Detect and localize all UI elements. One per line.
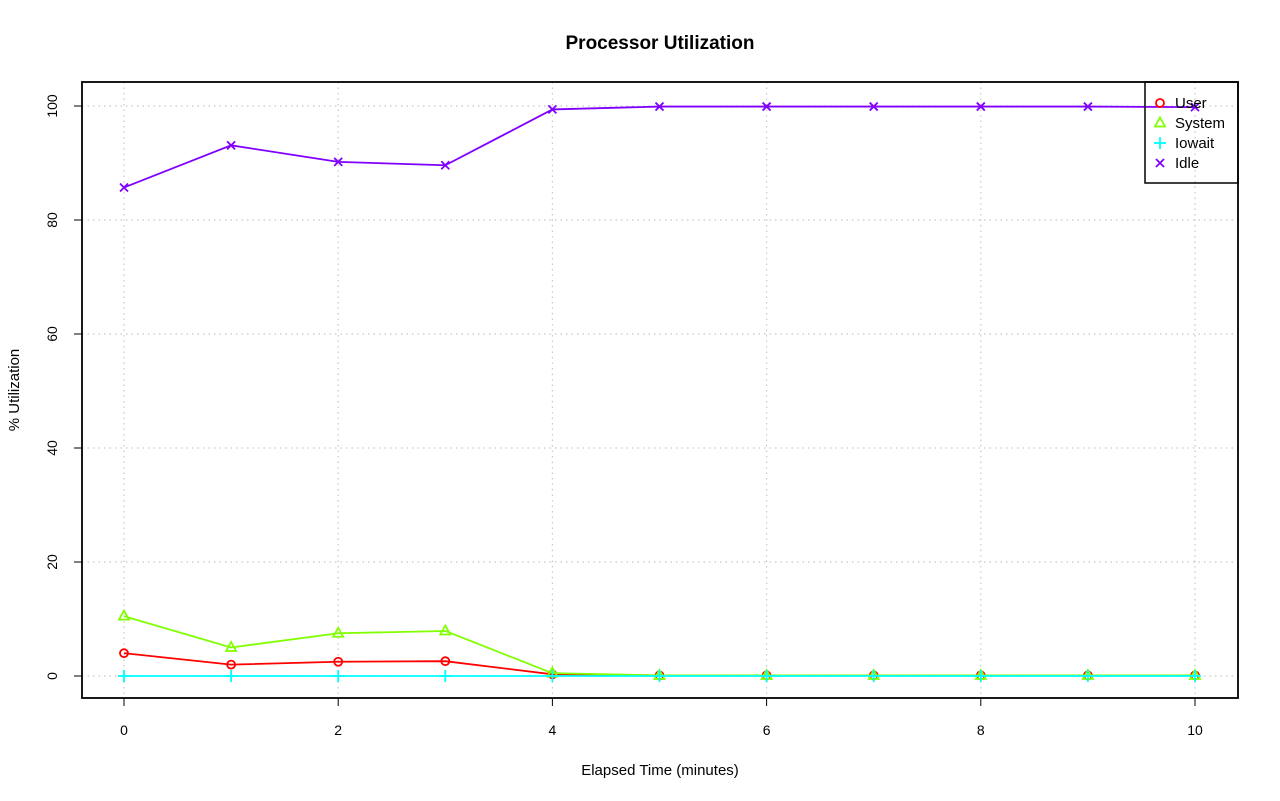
series-layer: [117, 101, 1202, 682]
y-tick-label: 40: [44, 440, 60, 456]
data-point-system: [224, 640, 238, 652]
legend-marker-idle: [1155, 158, 1165, 168]
data-point-iowait: [760, 670, 773, 682]
legend-item-user: User: [1155, 95, 1207, 112]
data-point-idle: [761, 101, 772, 112]
data-point-idle: [976, 101, 986, 112]
data-point-idle: [1083, 101, 1093, 112]
legend-label-system: System: [1175, 115, 1225, 132]
y-tick-label: 100: [44, 94, 60, 118]
grid: [82, 82, 1238, 698]
legend-item-system: System: [1153, 115, 1225, 132]
chart-title: Processor Utilization: [566, 33, 755, 54]
data-point-iowait: [867, 670, 880, 682]
data-point-idle: [333, 157, 343, 167]
data-point-system: [438, 623, 452, 636]
data-point-iowait: [546, 670, 559, 682]
data-point-iowait: [1081, 670, 1094, 682]
legend-marker-user: [1155, 98, 1165, 108]
x-tick-label: 8: [977, 722, 985, 738]
data-point-iowait: [653, 670, 666, 682]
legend-label-idle: Idle: [1175, 155, 1199, 172]
series-line-idle: [123, 105, 1196, 189]
data-point-idle: [654, 101, 665, 112]
y-axis: 0 20 40 60 80 100: [44, 94, 82, 680]
data-point-iowait: [974, 670, 987, 682]
data-point-system: [331, 625, 345, 638]
data-point-idle: [869, 101, 879, 112]
x-axis-label: Elapsed Time (minutes): [581, 762, 739, 779]
data-point-idle: [1190, 102, 1200, 112]
data-point-iowait: [118, 670, 130, 682]
x-tick-label: 10: [1187, 722, 1203, 738]
x-axis: 0 2 4 6 8 10: [120, 698, 1203, 738]
data-point-user: [119, 648, 129, 659]
legend-marker-iowait: [1154, 137, 1166, 149]
legend-item-idle: Idle: [1155, 155, 1199, 172]
data-point-idle: [119, 182, 129, 193]
y-tick-label: 20: [44, 554, 60, 570]
data-point-iowait: [439, 670, 452, 682]
x-tick-label: 0: [120, 722, 128, 738]
legend-label-iowait: Iowait: [1175, 135, 1215, 152]
data-point-iowait: [225, 670, 238, 682]
data-point-user: [226, 659, 237, 670]
y-tick-label: 80: [44, 212, 60, 228]
y-tick-label: 0: [44, 672, 60, 680]
plot-frame: [81, 81, 1239, 699]
legend-item-iowait: Iowait: [1154, 135, 1215, 152]
data-point-system: [117, 608, 131, 621]
x-tick-label: 6: [763, 722, 771, 738]
legend-label-user: User: [1175, 95, 1207, 112]
data-point-idle: [440, 160, 450, 170]
data-point-user: [333, 656, 344, 667]
series-idle: [119, 101, 1200, 193]
y-axis-label: % Utilization: [6, 349, 23, 432]
series-system: [117, 608, 1202, 680]
legend-marker-system: [1153, 115, 1167, 128]
data-point-iowait: [332, 670, 345, 682]
y-tick-label: 60: [44, 326, 60, 342]
legend-box: [1144, 81, 1239, 184]
x-tick-label: 4: [549, 722, 557, 738]
series-iowait: [118, 670, 1201, 682]
series-line-system: [123, 615, 1195, 677]
data-point-idle: [547, 104, 558, 115]
data-point-iowait: [1189, 670, 1201, 682]
x-tick-label: 2: [334, 722, 342, 738]
legend: User System Iowait Idle: [1144, 81, 1239, 184]
data-point-user: [440, 656, 451, 667]
data-point-idle: [226, 140, 236, 150]
